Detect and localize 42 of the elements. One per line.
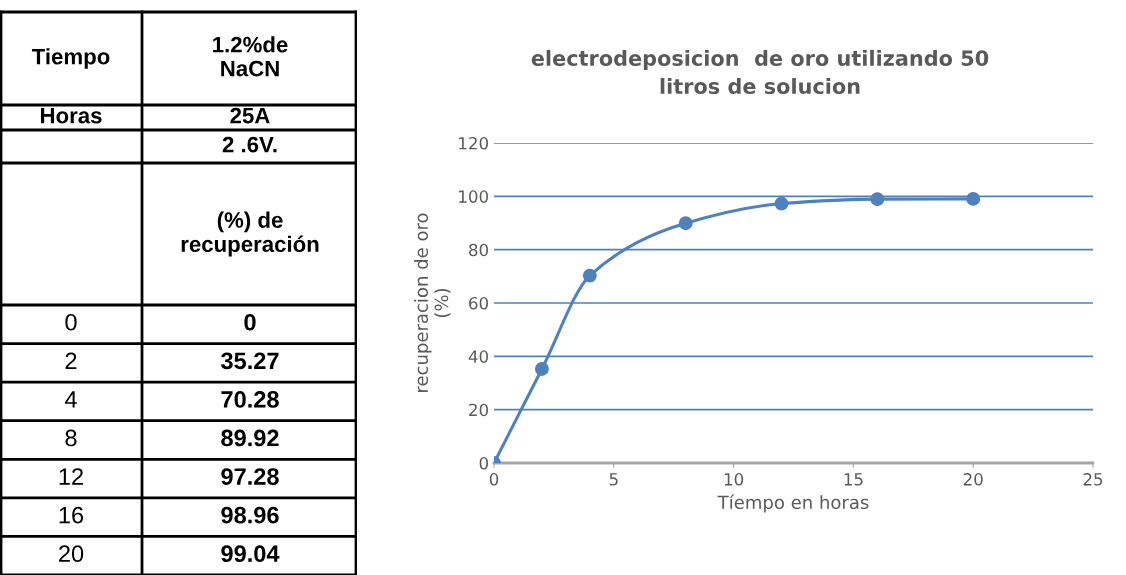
y-tick-label: 100 — [459, 190, 489, 203]
point — [678, 216, 693, 231]
y-tick-label: 40 — [468, 350, 489, 363]
point — [966, 191, 981, 206]
x-tick-label: 0 — [489, 473, 499, 486]
y-tick-label: 80 — [469, 243, 489, 257]
y-axis-title: recuperacion de oro (%) — [414, 213, 451, 392]
text: Tiempo — [31, 48, 110, 69]
text: 0 — [65, 313, 77, 331]
text: Horas — [40, 107, 102, 124]
text: 97.28 — [221, 468, 279, 485]
text: 89.92 — [221, 429, 279, 447]
x-tick-label: 15 — [844, 473, 863, 486]
text: 16 — [59, 506, 84, 524]
text: 2 — [65, 352, 77, 369]
y-tick-label: 60 — [469, 296, 489, 310]
x-tick-label: 10 — [724, 473, 744, 486]
x-axis-title: Tíempo en horas — [717, 494, 869, 513]
text: 12 — [59, 468, 83, 485]
y-tick-label: 0 — [479, 456, 489, 470]
text: 99.04 — [221, 545, 280, 563]
text: 8 — [65, 429, 77, 447]
text: 35.27 — [221, 352, 279, 370]
x-tick-label: 20 — [963, 473, 983, 486]
text: 1.2%de NaCN — [213, 36, 288, 77]
chart-title: electrodeposicion de oro utilizando 50 litros de solucion — [531, 49, 989, 95]
text: 98.96 — [221, 506, 279, 524]
point — [870, 192, 885, 207]
text: 4 — [64, 391, 77, 408]
text: 20 — [59, 545, 84, 563]
text: 0 — [244, 313, 256, 331]
point — [534, 362, 549, 376]
y-tick-label: 120 — [459, 136, 489, 150]
y-tick-label: 20 — [469, 403, 489, 417]
point — [582, 268, 597, 283]
text: (%) de recuperación — [181, 211, 319, 257]
x-tick-label: 25 — [1083, 473, 1103, 486]
text: 70.28 — [221, 391, 279, 408]
point — [774, 196, 789, 211]
text: 25A — [230, 107, 270, 124]
x-tick-label: 5 — [609, 473, 618, 486]
text: 2 .6V. — [222, 136, 277, 153]
